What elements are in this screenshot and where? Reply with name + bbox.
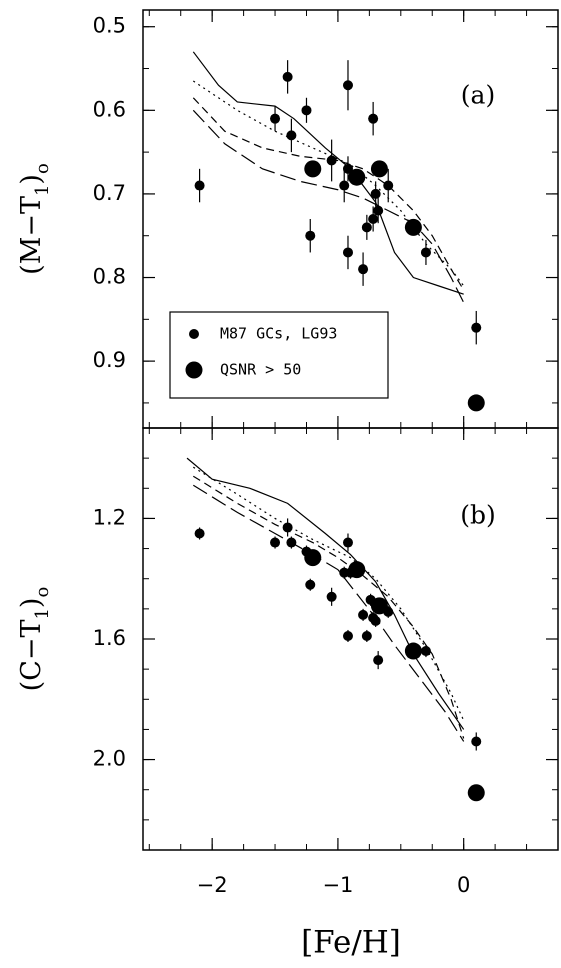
data-point (326, 591, 337, 602)
y-tick-label: 0.5 (93, 14, 126, 38)
data-point (194, 180, 205, 191)
model-line (192, 109, 465, 303)
data-point (471, 322, 482, 333)
legend-box (169, 311, 389, 399)
data-point (301, 105, 312, 116)
y-axis-label-part: ) (16, 174, 47, 185)
data-point (282, 522, 293, 533)
data-point (286, 130, 297, 141)
model-line (192, 97, 465, 291)
x-tick-label: 0 (457, 873, 470, 897)
y-tick-label: 1.6 (93, 626, 126, 650)
data-point (370, 188, 381, 199)
y-axis-label-part: o (32, 163, 53, 174)
data-point (342, 537, 353, 548)
data-point (370, 597, 388, 615)
data-point (404, 642, 422, 660)
y-tick-label: 0.7 (93, 181, 126, 205)
legend-marker (189, 329, 199, 339)
data-point (304, 549, 322, 567)
data-point (282, 71, 293, 82)
y-axis-label-part: o (32, 587, 53, 598)
model-line (192, 475, 465, 739)
data-point (342, 163, 353, 174)
y-tick-label: 1.2 (93, 505, 126, 529)
data-point (304, 160, 322, 178)
model-line (192, 51, 464, 295)
data-point (361, 222, 372, 233)
data-point (368, 214, 379, 224)
data-point (326, 155, 337, 166)
y-axis-label-part: (M−T (16, 196, 47, 275)
legend-label: QSNR > 50 (220, 361, 301, 379)
data-point (404, 218, 422, 236)
y-axis-label-part: 1 (32, 185, 53, 196)
y-tick-label: 0.6 (93, 97, 126, 121)
data-point (370, 160, 388, 178)
legend-marker (185, 361, 203, 379)
data-point (467, 394, 485, 412)
data-point (370, 615, 381, 626)
y-axis-label-part: 1 (32, 608, 53, 619)
panel-label: (a) (461, 81, 495, 110)
data-point (373, 655, 384, 666)
data-point (342, 80, 353, 91)
data-point (358, 609, 369, 620)
y-axis-label-part: ) (16, 598, 47, 609)
y-tick-label: 0.8 (93, 265, 126, 289)
model-line (186, 457, 465, 730)
data-point (305, 230, 316, 241)
data-point (342, 247, 353, 258)
data-point (339, 180, 350, 191)
x-tick-label: −1 (322, 873, 353, 897)
panel-label: (b) (460, 501, 496, 530)
model-line (192, 80, 465, 287)
data-point (467, 784, 485, 802)
y-tick-label: 0.9 (93, 348, 126, 372)
data-point (361, 630, 372, 641)
x-tick-label: −2 (197, 873, 228, 897)
data-point (358, 264, 369, 275)
y-tick-label: 2.0 (93, 747, 126, 771)
data-point (368, 113, 379, 124)
x-axis-label: [Fe/H] (301, 925, 401, 961)
data-point (342, 630, 353, 641)
y-axis-label-part: (C−T (16, 620, 47, 692)
data-point (270, 537, 281, 548)
y-axis-label: (M−T1)o (16, 163, 53, 275)
data-point (420, 247, 431, 258)
model-line (192, 484, 465, 742)
y-axis-label: (C−T1)o (16, 587, 53, 692)
legend-label: M87 GCs, LG93 (220, 325, 337, 343)
data-point (194, 528, 205, 539)
data-point (270, 113, 281, 124)
data-point (305, 579, 316, 590)
data-point (471, 736, 482, 747)
